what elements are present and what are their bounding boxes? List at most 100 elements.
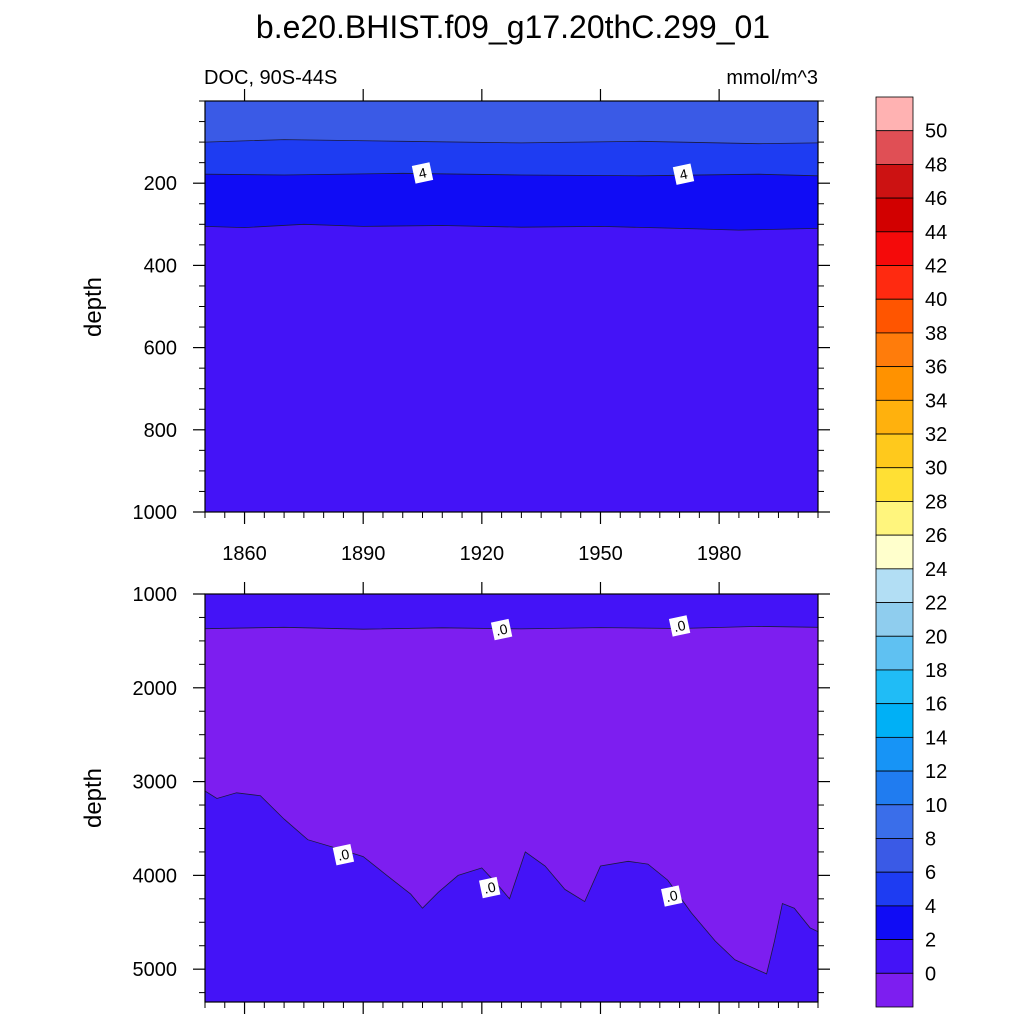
colorbar-label: 42 — [925, 256, 947, 278]
colorbar-label: 48 — [925, 154, 947, 176]
colorbar-label: 44 — [925, 222, 947, 244]
colorbar-label: 12 — [925, 761, 947, 783]
contour-label-text: 4 — [417, 164, 428, 181]
colorbar-swatch — [875, 467, 914, 502]
y-tick-label: 800 — [144, 420, 177, 442]
colorbar-label: 32 — [925, 424, 947, 446]
x-tick-label: 1950 — [578, 543, 623, 565]
colorbar-swatch — [875, 703, 914, 738]
contour-label-box — [661, 885, 683, 907]
contour-label-box — [332, 844, 355, 866]
top-y-axis-label: depth — [80, 277, 107, 337]
colorbar-label: 30 — [925, 458, 947, 480]
colorbar-swatch — [875, 231, 914, 266]
contour-label: .0 — [668, 615, 691, 637]
colorbar-label: 26 — [925, 525, 947, 547]
y-tick-label: 200 — [144, 173, 177, 195]
colorbar-label: 50 — [925, 121, 947, 143]
colorbar-swatch — [875, 871, 914, 907]
bottom-contour-fill — [204, 594, 819, 1002]
colorbar-swatch — [875, 602, 914, 637]
colorbar-swatch — [875, 433, 914, 469]
contour-label: 4 — [672, 163, 695, 185]
contour-line-6 — [204, 139, 819, 145]
top-panel-left-label: DOC, 90S-44S — [204, 67, 337, 89]
colorbar-label: 8 — [925, 828, 936, 850]
y-tick-label: 1000 — [133, 502, 178, 524]
top-panel-right-label: mmol/m^3 — [726, 67, 818, 89]
contour-label-box — [411, 162, 434, 184]
colorbar-label: 10 — [925, 795, 947, 817]
colorbar-swatch — [875, 770, 914, 806]
colorbar-swatch — [875, 164, 914, 199]
colorbar-swatch — [875, 96, 914, 132]
colorbar-swatch — [875, 905, 914, 940]
colorbar-swatch — [875, 298, 914, 334]
colorbar-label: 18 — [925, 660, 947, 682]
contour-label-box — [672, 163, 695, 185]
top-contour-fill — [204, 101, 819, 512]
y-tick-label: 600 — [144, 338, 177, 360]
chart-title: b.e20.BHIST.f09_g17.20thC.299_01 — [256, 9, 770, 45]
contour-label-text: .0 — [664, 887, 679, 905]
contour-label: .0 — [479, 876, 501, 899]
colorbar-label: 20 — [925, 626, 947, 648]
contour-label-text: 4 — [678, 166, 689, 183]
colorbar-label: 46 — [925, 188, 947, 210]
contour-label: .0 — [661, 885, 683, 907]
top-panel: DOC, 90S-44S mmol/m^3 depth 4 4 1860 1890 19… — [80, 67, 830, 565]
colorbar-swatch — [875, 972, 914, 1008]
colorbar-label: 38 — [925, 323, 947, 345]
colorbar: 5048464442403836343230282624222018161412… — [875, 96, 947, 1008]
contour-label-box — [490, 618, 513, 641]
colorbar-label: 34 — [925, 390, 947, 412]
contour-label: 4 — [411, 162, 434, 184]
colorbar-label: 2 — [925, 930, 936, 952]
colorbar-swatch — [875, 399, 914, 435]
contour-label-text: .0 — [482, 879, 497, 897]
plot-frame — [204, 593, 819, 1003]
y-tick-label: 3000 — [133, 772, 178, 794]
colorbar-label: 16 — [925, 694, 947, 716]
y-tick-label: 4000 — [133, 865, 178, 887]
bottom-panel: depth .0 .0 .0 .0 .0 1000 2000 3000 4000 5000 — [80, 582, 830, 1014]
contour-label-text: .0 — [336, 846, 351, 864]
contour-label-box — [668, 615, 691, 637]
contour-label: .0 — [332, 844, 355, 866]
colorbar-swatch — [875, 501, 914, 536]
colorbar-label: 14 — [925, 727, 947, 749]
colorbar-swatch — [875, 568, 914, 603]
contour-band--2-0 — [205, 626, 818, 974]
colorbar-label: 4 — [925, 896, 936, 918]
bottom-y-axis-label: depth — [80, 768, 107, 828]
colorbar-swatch — [875, 736, 914, 772]
colorbar-label: 40 — [925, 289, 947, 311]
colorbar-label: 36 — [925, 357, 947, 379]
top-axes: 4 4 1860 1890 1920 1950 1980 200 400 600 800 1000 — [133, 89, 830, 565]
colorbar-swatch — [875, 635, 914, 671]
colorbar-swatch — [875, 939, 914, 974]
bottom-axes: .0 .0 .0 .0 .0 1000 2000 3000 4000 5000 — [133, 582, 830, 1014]
colorbar-label: 22 — [925, 593, 947, 615]
x-tick-label: 1980 — [697, 543, 742, 565]
colorbar-swatch — [875, 265, 914, 300]
contour-label-text: .0 — [494, 621, 509, 639]
contour-line-0-upper — [204, 625, 819, 630]
colorbar-swatch — [875, 669, 914, 705]
contour-line-4 — [204, 172, 819, 177]
colorbar-swatch — [875, 332, 914, 368]
x-tick-label: 1860 — [222, 543, 267, 565]
colorbar-swatch — [875, 197, 914, 233]
colorbar-swatch — [875, 366, 914, 401]
y-tick-label: 2000 — [133, 678, 178, 700]
contour-label-box — [479, 876, 501, 899]
colorbar-label: 0 — [925, 963, 936, 985]
contour-line-0-lower — [204, 790, 819, 975]
x-tick-label: 1920 — [460, 543, 505, 565]
x-tick-label: 1890 — [341, 543, 386, 565]
colorbar-label: 28 — [925, 491, 947, 513]
contour-label: .0 — [490, 618, 513, 641]
contour-band-6-8 — [205, 101, 818, 144]
colorbar-swatch — [875, 838, 914, 873]
